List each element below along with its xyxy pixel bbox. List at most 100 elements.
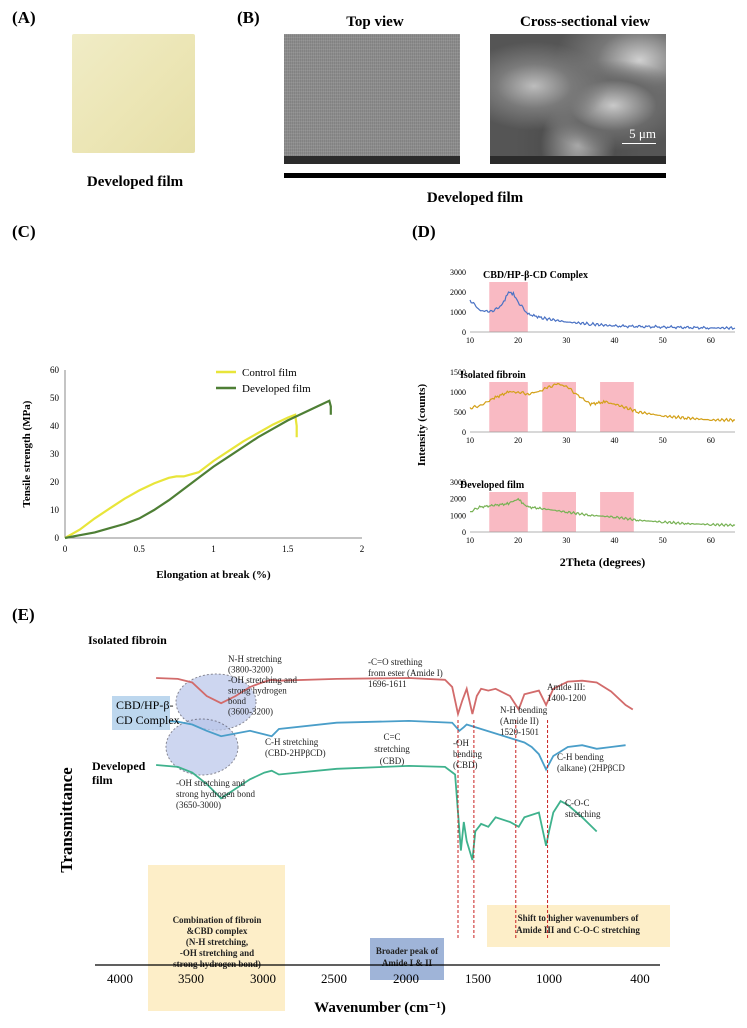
sem-top-view-image — [284, 34, 460, 164]
d-x-tick-label: 50 — [659, 536, 667, 545]
d-highlight-band — [542, 382, 576, 432]
e-highlight-circle-bottom — [165, 718, 239, 776]
d-series-line — [469, 382, 736, 423]
e-label-developed-line2: film — [92, 773, 113, 787]
e-x-axis-title: Wavenumber (cm⁻¹) — [314, 1000, 446, 1016]
d-x-tick-label: 30 — [562, 436, 570, 445]
d-y-tick-label: 3000 — [450, 268, 466, 277]
e-series-line — [156, 719, 626, 772]
d-y-tick-label: 0 — [462, 328, 466, 337]
c-y-tick-label: 30 — [50, 449, 60, 459]
d-y-tick-label: 1000 — [450, 388, 466, 397]
d-highlight-band — [489, 492, 528, 532]
c-legend-label: Control film — [242, 367, 297, 379]
e-yellow-box-1-text: Combination of fibroin &CBD complex (N-H s… — [173, 915, 262, 969]
d-subplot-title: CBD/HP-β-CD Complex — [483, 270, 588, 281]
c-legend-label: Developed film — [242, 383, 311, 395]
d-y-tick-label: 2000 — [450, 495, 466, 504]
tensile-chart: 0 10 20 30 40 50 60 0 0.5 1 1.5 2 Elongation at brea… — [21, 365, 365, 581]
d-subplot-title: Isolated fibroin — [460, 370, 526, 381]
d-x-tick-label: 60 — [707, 336, 715, 345]
d-y-tick-label: 1000 — [450, 308, 466, 317]
e-annot-ch-stretch: C-H stretching (CBD-2HPβCD) — [265, 737, 326, 758]
e-annot-nh-stretch: N-H stretching (3800-3200) -OH stretching … — [228, 654, 297, 717]
d-x-tick-label: 20 — [514, 536, 522, 545]
e-blue-box — [370, 938, 444, 980]
ftir-chart: Combination of fibroin &CBD complex (N-H s… — [57, 633, 670, 1016]
d-x-tick-label: 30 — [562, 336, 570, 345]
scale-bar-label: 5 μm — [629, 126, 656, 141]
e-annot-co-ester: -C=O strething from ester (Amide I) 1696-1… — [368, 657, 443, 689]
c-y-tick-label: 20 — [50, 477, 60, 487]
d-y-tick-label: 1000 — [450, 511, 466, 520]
c-y-tick-label: 10 — [50, 505, 60, 515]
d-y-tick-label: 500 — [454, 408, 466, 417]
panel-d-label: (D) — [412, 222, 436, 241]
d-y-tick-label: 3000 — [450, 478, 466, 487]
d-x-tick-label: 40 — [611, 536, 619, 545]
d-y-tick-label: 0 — [462, 528, 466, 537]
e-x-tick-label: 2500 — [321, 971, 347, 986]
e-annot-ch-bending: C-H bending (alkane) (2HPβCD — [557, 752, 625, 773]
panel-e-label: (E) — [12, 605, 35, 624]
d-subplot-title: Developed film — [460, 480, 525, 491]
e-label-complex-line2: CD Complex — [116, 713, 180, 727]
e-yellow-box-2 — [487, 905, 670, 947]
cross-view-title: Cross-sectional view — [519, 14, 651, 30]
e-x-tick-label: 4000 — [107, 971, 133, 986]
d-x-tick-label: 10 — [466, 436, 474, 445]
e-x-tick-label: 3000 — [250, 971, 276, 986]
e-annot-coc: C-O-C stretching — [565, 798, 601, 819]
d-x-tick-label: 40 — [611, 336, 619, 345]
e-x-tick-label: 400 — [630, 971, 650, 986]
e-label-complex-line1: CBD/HP-β- — [116, 698, 173, 712]
c-y-tick-label: 60 — [50, 365, 60, 375]
c-y-tick-label: 0 — [55, 533, 60, 543]
e-x-tick-label: 2000 — [393, 971, 419, 986]
e-blue-box-text: Broader peak of Amide I & II — [376, 946, 439, 968]
e-label-fibroin: Isolated fibroin — [88, 633, 167, 647]
e-annot-amide3: Amide III: 1400-1200 — [547, 682, 586, 703]
e-annot-cc-stretch: C=C stretching (CBD) — [374, 732, 410, 766]
c-x-axis-title: Elongation at break (%) — [156, 569, 271, 581]
d-x-axis-title: 2Theta (degrees) — [560, 555, 645, 569]
top-view-title: Top view — [346, 14, 404, 30]
d-series-line — [469, 497, 736, 528]
e-yellow-box-2-text: Shift to higher wavenumbers of Amide III … — [516, 913, 640, 935]
c-series-line — [64, 413, 298, 539]
c-y-tick-label: 40 — [50, 421, 60, 431]
e-label-developed-line1: Developed — [92, 759, 146, 773]
d-highlight-band — [600, 382, 634, 432]
c-y-tick-label: 50 — [50, 393, 60, 403]
c-series-line — [64, 399, 332, 540]
c-x-tick-label: 0 — [63, 544, 68, 554]
panel-b-caption: Developed film — [426, 190, 524, 206]
e-annot-nh-bending: N-H bending (Amide II) 1520-1501 — [500, 705, 548, 737]
c-y-axis-title: Tensile strength (MPa) — [21, 400, 33, 507]
panel-b-label: (B) — [237, 8, 260, 27]
d-highlight-band — [489, 282, 528, 332]
e-y-axis-title: Transmittance — [57, 767, 76, 873]
film-photo — [72, 34, 195, 153]
d-x-tick-label: 30 — [562, 536, 570, 545]
e-label-complex-bg — [112, 696, 170, 730]
e-yellow-box-1 — [148, 865, 285, 1011]
e-annot-oh-bending: -OH bending (CBD) — [453, 738, 482, 770]
panel-a-caption: Developed film — [86, 174, 184, 190]
d-y-tick-label: 0 — [462, 428, 466, 437]
panel-c-label: (C) — [12, 222, 36, 241]
sem-cross-section-image: 5 μm — [490, 34, 666, 164]
d-y-axis-title: Intensity (counts) — [416, 384, 428, 467]
d-x-tick-label: 20 — [514, 336, 522, 345]
c-x-tick-label: 1 — [211, 544, 216, 554]
d-highlight-band — [542, 492, 576, 532]
d-y-tick-label: 1500 — [450, 368, 466, 377]
d-x-tick-label: 10 — [466, 536, 474, 545]
d-series-line — [469, 291, 736, 331]
e-series-line — [156, 677, 634, 718]
c-x-tick-label: 1.5 — [282, 544, 294, 554]
c-x-tick-label: 2 — [360, 544, 365, 554]
d-x-tick-label: 20 — [514, 436, 522, 445]
d-x-tick-label: 60 — [707, 436, 715, 445]
